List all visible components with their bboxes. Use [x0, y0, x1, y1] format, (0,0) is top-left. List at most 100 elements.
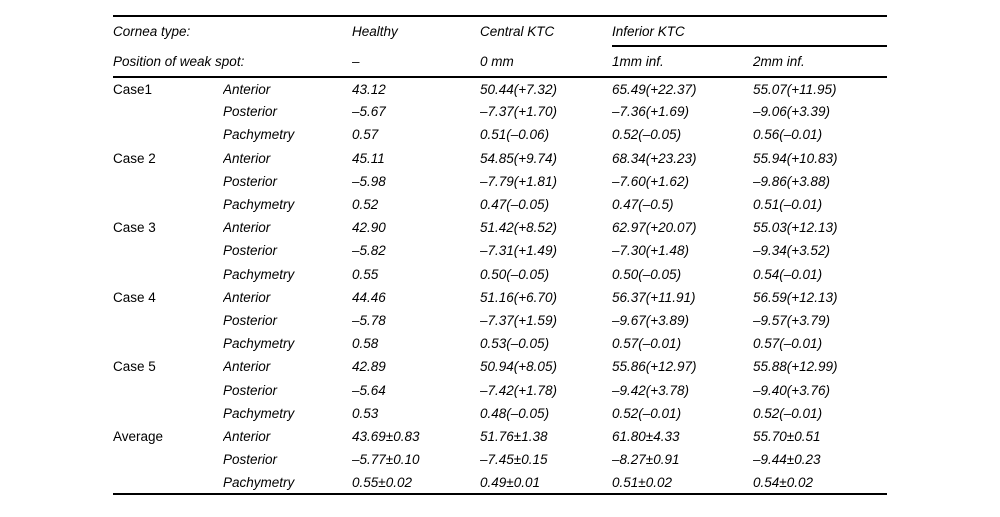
case-label — [113, 309, 223, 332]
table-row: Posterior –5.64 –7.42(+1.78) –9.42(+3.78… — [113, 378, 887, 401]
value-cell: –5.82 — [352, 243, 386, 259]
value-cell: –7.31(+1.49) — [480, 243, 557, 259]
table-body: Case1 Anterior 43.12 50.44(+7.32) 65.49(… — [113, 77, 887, 494]
param-label: Pachymetry — [223, 197, 295, 213]
value-cell: 55.94(+10.83) — [753, 150, 838, 166]
value-cell: 0.54(–0.01) — [753, 266, 823, 282]
value-cell: 0.51(–0.01) — [753, 197, 823, 213]
param-label: Pachymetry — [223, 474, 295, 490]
value-cell: 0.50(–0.05) — [480, 266, 550, 282]
value-cell: 0.57 — [352, 127, 379, 143]
header-position-central: 0 mm — [480, 46, 613, 78]
value-cell: 0.57(–0.01) — [612, 336, 682, 352]
value-cell: 56.59(+12.13) — [753, 289, 838, 305]
param-label: Posterior — [223, 382, 278, 398]
value-cell: –7.30(+1.48) — [612, 243, 689, 259]
value-cell: 0.48(–0.05) — [480, 405, 550, 421]
value-cell: 61.80±4.33 — [612, 428, 680, 444]
case-label: Case 4 — [113, 289, 156, 305]
value-cell: –9.34(+3.52) — [753, 243, 830, 259]
case-label — [113, 123, 223, 146]
table-header: Cornea type: Healthy Central KTC Inferio… — [113, 16, 888, 78]
table-row: Case 5 Anterior 42.89 50.94(+8.05) 55.86… — [113, 355, 887, 378]
value-cell: 0.55±0.02 — [352, 474, 412, 490]
value-cell: 0.53(–0.05) — [480, 336, 550, 352]
table-row: Posterior –5.77±0.10 –7.45±0.15 –8.27±0.… — [113, 448, 887, 471]
case-label — [113, 170, 223, 193]
value-cell: –7.42(+1.78) — [480, 382, 557, 398]
value-cell: 0.55 — [352, 266, 379, 282]
header-position-label: Position of weak spot: — [113, 46, 353, 78]
table-row: Case 4 Anterior 44.46 51.16(+6.70) 56.37… — [113, 286, 887, 309]
case-label — [113, 471, 223, 494]
value-cell: 0.51±0.02 — [612, 474, 672, 490]
value-cell: 54.85(+9.74) — [480, 150, 557, 166]
param-label: Posterior — [223, 104, 278, 120]
header-position-1mm: 1mm inf. — [612, 46, 754, 78]
case-label: Average — [113, 428, 164, 444]
value-cell: 0.57(–0.01) — [753, 336, 823, 352]
value-cell: –9.06(+3.39) — [753, 104, 830, 120]
case-label — [113, 193, 223, 216]
value-cell: 50.44(+7.32) — [480, 81, 557, 97]
table-row: Pachymetry 0.55±0.02 0.49±0.01 0.51±0.02… — [113, 471, 887, 494]
value-cell: 0.54±0.02 — [753, 474, 813, 490]
table-row: Pachymetry 0.53 0.48(–0.05) 0.52(–0.01) … — [113, 402, 887, 425]
value-cell: –7.37(+1.59) — [480, 312, 557, 328]
value-cell: 43.12 — [352, 81, 386, 97]
value-cell: –7.79(+1.81) — [480, 173, 557, 189]
cornea-comparison-table: Cornea type: Healthy Central KTC Inferio… — [113, 15, 888, 496]
case-label — [113, 448, 223, 471]
case-label: Case 3 — [113, 220, 156, 236]
value-cell: 0.52(–0.05) — [612, 127, 682, 143]
case-label: Case 5 — [113, 359, 156, 375]
value-cell: –9.42(+3.78) — [612, 382, 689, 398]
header-position-healthy: – — [352, 46, 481, 78]
value-cell: 0.53 — [352, 405, 379, 421]
value-cell: 44.46 — [352, 289, 386, 305]
value-cell: 43.69±0.83 — [352, 428, 420, 444]
value-cell: –7.37(+1.70) — [480, 104, 557, 120]
case-label — [113, 239, 223, 262]
value-cell: –5.98 — [352, 173, 386, 189]
case-label: Case 2 — [113, 150, 156, 166]
value-cell: 62.97(+20.07) — [612, 220, 697, 236]
value-cell: 51.16(+6.70) — [480, 289, 557, 305]
value-cell: 0.52(–0.01) — [612, 405, 682, 421]
value-cell: –9.40(+3.76) — [753, 382, 830, 398]
value-cell: –9.67(+3.89) — [612, 312, 689, 328]
value-cell: 55.86(+12.97) — [612, 359, 697, 375]
value-cell: 0.56(–0.01) — [753, 127, 823, 143]
table-row: Pachymetry 0.57 0.51(–0.06) 0.52(–0.05) … — [113, 123, 887, 146]
value-cell: 56.37(+11.91) — [612, 289, 696, 305]
value-cell: –7.45±0.15 — [480, 452, 548, 468]
param-label: Pachymetry — [223, 336, 295, 352]
value-cell: –5.77±0.10 — [352, 452, 420, 468]
case-label — [113, 100, 223, 123]
value-cell: 42.90 — [352, 220, 386, 236]
value-cell: –7.36(+1.69) — [612, 104, 689, 120]
value-cell: –5.67 — [352, 104, 386, 120]
param-label: Posterior — [223, 243, 278, 259]
param-label: Anterior — [223, 220, 271, 236]
table-row: Case 2 Anterior 45.11 54.85(+9.74) 68.34… — [113, 147, 887, 170]
value-cell: –9.86(+3.88) — [753, 173, 830, 189]
value-cell: 0.51(–0.06) — [480, 127, 550, 143]
header-inferior-ktc: Inferior KTC — [612, 16, 888, 47]
header-position-2mm: 2mm inf. — [753, 46, 888, 78]
param-label: Anterior — [223, 150, 271, 166]
table-row: Pachymetry 0.55 0.50(–0.05) 0.50(–0.05) … — [113, 263, 887, 286]
table-row: Case1 Anterior 43.12 50.44(+7.32) 65.49(… — [113, 77, 887, 100]
param-label: Anterior — [223, 289, 271, 305]
param-label: Pachymetry — [223, 405, 295, 421]
value-cell: 42.89 — [352, 359, 386, 375]
table-row: Pachymetry 0.52 0.47(–0.05) 0.47(–0.5) 0… — [113, 193, 887, 216]
case-label: Case1 — [113, 81, 153, 97]
param-label: Posterior — [223, 452, 278, 468]
param-label: Posterior — [223, 312, 278, 328]
case-label — [113, 402, 223, 425]
value-cell: –9.44±0.23 — [753, 452, 821, 468]
value-cell: 55.03(+12.13) — [753, 220, 838, 236]
value-cell: –5.78 — [352, 312, 386, 328]
